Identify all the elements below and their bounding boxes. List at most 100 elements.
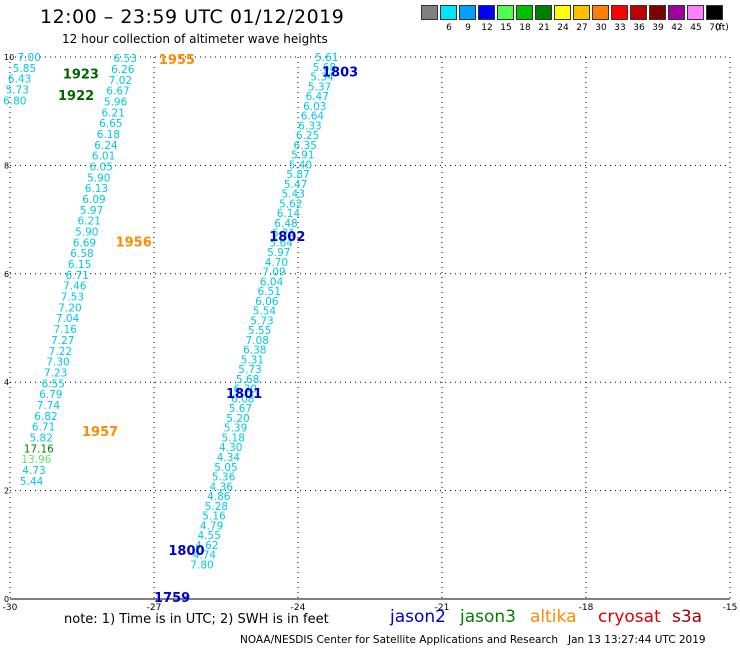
wave-height-point: 6.08 <box>231 393 254 405</box>
wave-height-point: 6.53 <box>114 53 137 65</box>
y-tick-label: 2 <box>4 487 9 496</box>
scale-swatch <box>459 5 476 20</box>
wave-height-point: 6.43 <box>8 74 31 86</box>
scale-swatch <box>649 5 666 20</box>
wave-height-point: 6.25 <box>296 130 319 142</box>
wave-height-point: 7.04 <box>56 313 80 325</box>
wave-height-point: 6.09 <box>82 194 105 206</box>
scale-label: 12 <box>481 23 493 33</box>
wave-height-point: 5.39 <box>224 423 247 435</box>
wave-height-point: 5.47 <box>284 179 307 191</box>
legend-jason2: jason2 <box>390 607 446 627</box>
legend-cryosat: cryosat <box>598 607 661 627</box>
wave-height-point: 5.05 <box>214 462 237 474</box>
track-time-label: 1759 <box>154 591 190 606</box>
wave-height-point: 7.00 <box>18 52 41 64</box>
wave-height-point: 7.23 <box>44 367 67 379</box>
wave-height-point: 5.73 <box>250 315 273 327</box>
wave-height-point: 7.46 <box>63 281 87 293</box>
scale-swatch <box>421 5 438 20</box>
wave-height-point: 4.34 <box>217 452 241 464</box>
x-tick-label: -15 <box>723 603 738 613</box>
track-time-label: 1922 <box>58 89 94 104</box>
wave-height-point: 6.30 <box>234 384 257 396</box>
scale-label: 21 <box>538 23 550 33</box>
scale-label: 45 <box>690 23 702 33</box>
wave-height-point: 6.71 <box>32 422 55 434</box>
wave-height-point: 7.80 <box>190 559 213 571</box>
track-time-label: 1957 <box>82 425 118 440</box>
wave-height-point: 4.79 <box>200 520 223 532</box>
wave-height-point: 6.69 <box>73 237 96 249</box>
scale-label: 6 <box>446 23 452 33</box>
scale-label: 42 <box>671 23 683 33</box>
wave-height-point: 5.43 <box>282 189 305 201</box>
track-time-label: 1802 <box>269 230 305 245</box>
x-tick-label: -21 <box>435 603 450 613</box>
wave-height-point: 4.55 <box>198 530 221 542</box>
wave-height-point: 5.20 <box>226 413 249 425</box>
track-time-label: 1800 <box>168 544 204 559</box>
wave-height-point: 7.74 <box>37 400 61 412</box>
y-tick-label: 0 <box>4 595 9 604</box>
scale-label: 27 <box>576 23 588 33</box>
wave-height-point: 4.30 <box>219 442 242 454</box>
track-time-label: 1923 <box>63 67 99 82</box>
scale-swatch <box>440 5 457 20</box>
scale-label: 24 <box>557 23 569 33</box>
wave-height-point: 5.91 <box>291 150 314 162</box>
scale-label: 30 <box>595 23 607 33</box>
chart-title: 12:00 – 23:59 UTC 01/12/2019 <box>40 6 345 28</box>
wave-height-point: 6.35 <box>294 140 317 152</box>
wave-height-point: 6.05 <box>90 161 113 173</box>
wave-height-point: 6.26 <box>111 64 135 76</box>
wave-height-point: 5.62 <box>279 198 302 210</box>
legend-s3a: s3a <box>672 607 703 627</box>
wave-height-point: 6.71 <box>66 270 89 282</box>
wave-height-point: 5.61 <box>315 52 338 64</box>
wave-height-point: 6.14 <box>277 208 301 220</box>
wave-height-point: 6.64 <box>301 111 325 123</box>
footer-credit: NOAA/NESDIS Center for Satellite Applica… <box>240 634 706 646</box>
wave-height-point: 5.90 <box>87 172 110 184</box>
scale-swatch <box>516 5 533 20</box>
note-text: note: 1) Time is in UTC; 2) SWH is in fe… <box>64 612 329 627</box>
scale-swatch <box>687 5 704 20</box>
x-tick-label: -24 <box>291 603 306 613</box>
wave-height-point: 13.96 <box>21 454 51 466</box>
y-tick-label: 10 <box>4 53 14 62</box>
wave-height-point: 5.85 <box>13 63 36 75</box>
wave-height-point: 6.82 <box>34 411 57 423</box>
wave-height-point: 6.21 <box>272 228 295 240</box>
scale-swatch <box>706 5 723 20</box>
wave-height-point: 6.13 <box>85 183 108 195</box>
wave-height-point: 5.90 <box>75 227 98 239</box>
wave-height-point: 5.67 <box>229 403 252 415</box>
wave-height-point: 6.79 <box>39 389 62 401</box>
scale-swatch <box>668 5 685 20</box>
scale-label: 70 <box>709 23 721 33</box>
wave-height-point: 5.73 <box>6 85 29 97</box>
scale-swatch <box>592 5 609 20</box>
wave-height-point: 6.21 <box>102 107 125 119</box>
track-time-label: 1801 <box>226 387 262 402</box>
scale-label: 15 <box>500 23 512 33</box>
wave-height-point: 6.24 <box>94 140 118 152</box>
x-tick-label: -18 <box>579 603 594 613</box>
wave-height-point: 7.20 <box>58 302 81 314</box>
wave-height-point: 5.28 <box>205 501 228 513</box>
x-tick-label: -27 <box>147 603 162 613</box>
wave-height-point: 5.64 <box>270 237 294 249</box>
wave-height-point: 5.68 <box>313 62 336 74</box>
wave-height-point: 4.62 <box>195 540 218 552</box>
wave-height-point: 6.38 <box>243 345 266 357</box>
wave-height-point: 5.18 <box>222 432 245 444</box>
wave-height-point: 17.16 <box>24 443 54 455</box>
y-tick-label: 4 <box>4 378 9 387</box>
wave-height-point: 6.06 <box>255 296 279 308</box>
scale-swatch <box>554 5 571 20</box>
wave-height-point: 7.09 <box>262 267 285 279</box>
scale-swatch <box>573 5 590 20</box>
wave-height-point: 5.34 <box>310 72 334 84</box>
